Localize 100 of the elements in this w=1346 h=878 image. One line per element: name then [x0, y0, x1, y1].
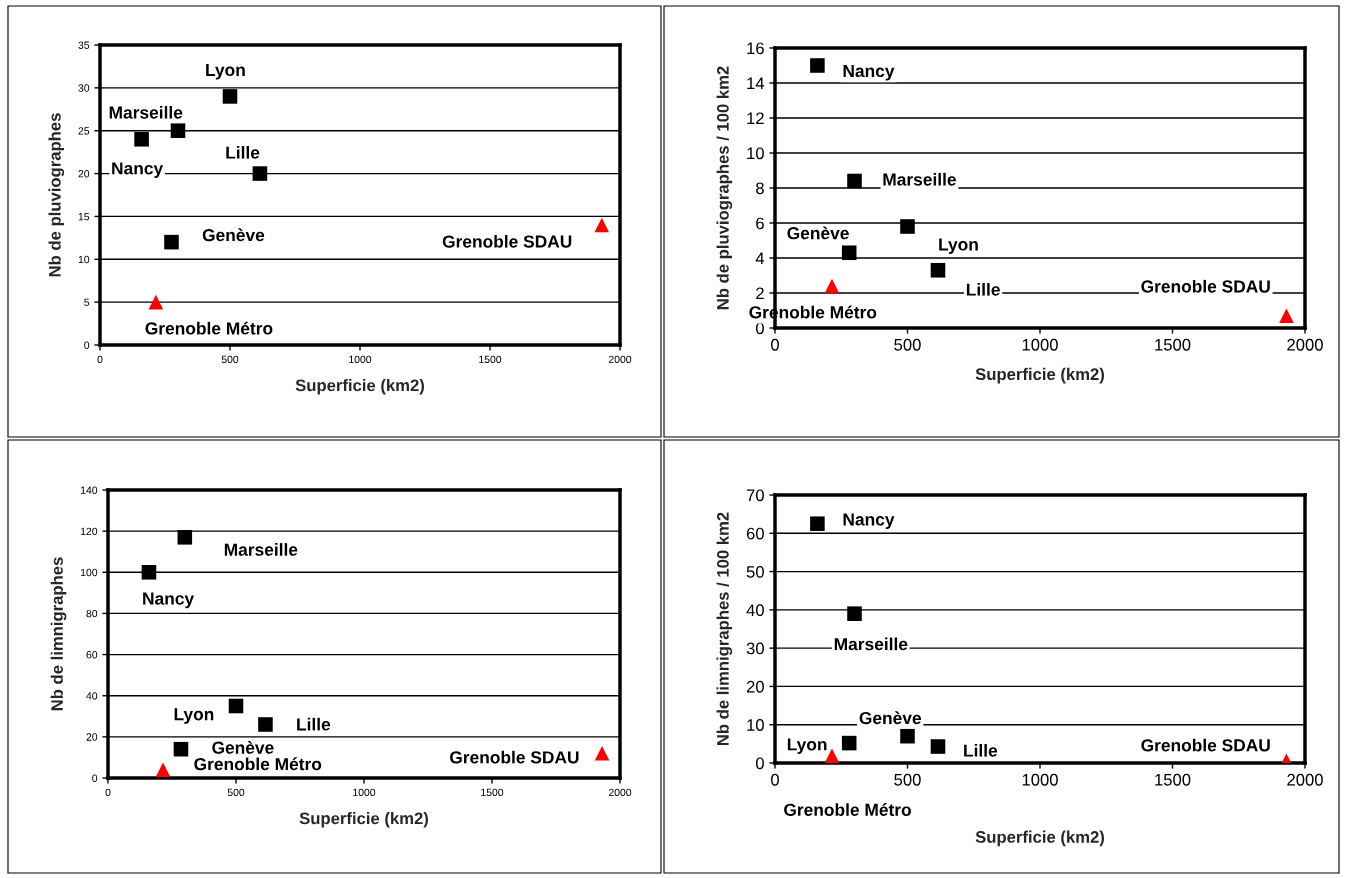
y-tick-label: 60: [746, 527, 764, 540]
y-tick-label: 2: [756, 287, 764, 300]
x-tick-label: 500: [894, 338, 921, 351]
annotation: Nancy: [843, 513, 895, 530]
y-tick-label: 10: [78, 255, 90, 264]
y-axis-title: Nb de pluviographes: [48, 113, 65, 277]
point: [170, 123, 186, 138]
point: [841, 735, 857, 751]
point: [1279, 308, 1294, 324]
point: [847, 173, 862, 189]
point: [252, 166, 268, 181]
y-tick-label: 35: [78, 41, 90, 49]
annotation: Nancy: [143, 592, 195, 609]
y-tick-label: 5: [84, 298, 90, 307]
point: [594, 746, 610, 761]
y-tick-label: 10: [747, 147, 764, 160]
y-tick-label: 8: [756, 182, 764, 195]
annotation: Grenoble SDAU: [1141, 279, 1270, 293]
point: [594, 217, 610, 233]
point: [258, 717, 273, 732]
y-tick-label: 10: [747, 719, 764, 731]
point: [148, 294, 164, 310]
y-tick-label: 140: [81, 486, 98, 494]
point: [930, 262, 946, 278]
annotation: Lyon: [206, 63, 245, 80]
annotation: Genève: [212, 740, 274, 754]
point: [173, 741, 189, 757]
y-tick-label: 12: [747, 112, 764, 125]
annotation: Grenoble SDAU: [1141, 738, 1270, 752]
point: [155, 762, 171, 778]
annotation: Lille: [226, 146, 260, 159]
x-tick-label: 1000: [1022, 773, 1058, 786]
x-tick-label: 500: [894, 773, 921, 786]
y-tick-label: 0: [755, 322, 764, 335]
annotation: Lyon: [174, 708, 214, 724]
x-axis-title: Superficie (km2): [975, 367, 1105, 384]
annotation: Genève: [202, 228, 265, 242]
x-tick-label: 1500: [479, 355, 502, 364]
annotation: Genève: [787, 226, 849, 240]
point: [810, 58, 825, 73]
x-tick-label: 1000: [349, 355, 372, 364]
y-tick-label: 20: [86, 733, 98, 741]
point: [900, 219, 915, 234]
y-tick-label: 40: [86, 692, 98, 700]
y-tick-label: 20: [78, 170, 90, 178]
annotation: Marseille: [109, 105, 183, 119]
y-tick-label: 30: [78, 84, 90, 92]
y-tick-label: 100: [81, 568, 98, 577]
x-tick-label: 2000: [1287, 338, 1323, 351]
x-tick-label: 0: [771, 773, 779, 786]
x-tick-label: 0: [105, 788, 111, 797]
y-tick-label: 15: [78, 213, 90, 221]
annotation: Grenoble Métro: [145, 321, 273, 335]
y-axis-title: Nb de pluviographes / 100 km2: [716, 66, 733, 310]
x-tick-label: 2000: [608, 788, 632, 797]
y-tick-label: 70: [746, 489, 764, 502]
y-tick-label: 60: [86, 651, 98, 659]
annotation: Lille: [297, 717, 331, 731]
y-tick-label: 40: [746, 604, 764, 617]
point: [134, 132, 149, 147]
annotation: Marseille: [883, 172, 956, 186]
annotation: Grenoble SDAU: [442, 234, 572, 248]
x-tick-label: 1500: [481, 788, 504, 797]
x-tick-label: 1000: [353, 788, 376, 797]
point: [222, 89, 238, 104]
x-axis-title: Superficie (km2): [295, 379, 425, 395]
annotation: Lyon: [787, 738, 827, 754]
x-tick-label: 500: [227, 788, 245, 797]
y-tick-label: 16: [747, 42, 764, 55]
annotation: Grenoble Métro: [784, 803, 911, 816]
point: [847, 606, 862, 621]
point: [177, 530, 193, 545]
point: [824, 278, 840, 294]
y-tick-label: 30: [746, 642, 764, 655]
annotation: Grenoble SDAU: [450, 750, 579, 764]
y-tick-label: 25: [78, 127, 90, 135]
y-axis-title: Nb de limnigraphes / 100 km2: [716, 512, 733, 746]
annotation: Nancy: [112, 162, 164, 178]
annotation: Lille: [966, 282, 1000, 296]
point: [141, 565, 157, 580]
y-tick-label: 14: [747, 77, 765, 90]
x-tick-label: 1000: [1022, 338, 1058, 351]
x-axis-title: Superficie (km2): [299, 812, 429, 828]
y-tick-label: 50: [746, 565, 764, 578]
x-tick-label: 0: [771, 338, 779, 351]
x-tick-label: 2000: [1287, 773, 1323, 786]
annotation: Lyon: [939, 238, 978, 255]
y-tick-label: 6: [756, 217, 764, 230]
x-tick-label: 1500: [1155, 338, 1191, 351]
y-tick-label: 0: [755, 757, 764, 770]
x-tick-label: 2000: [608, 355, 632, 364]
annotation: Nancy: [843, 64, 895, 81]
y-tick-label: 20: [746, 680, 764, 693]
point: [900, 728, 915, 744]
point: [930, 739, 946, 754]
point: [841, 245, 857, 261]
annotation: Grenoble Métro: [194, 757, 322, 771]
annotation: Marseille: [224, 543, 298, 556]
x-axis-title: Superficie (km2): [975, 830, 1105, 847]
point: [164, 234, 179, 250]
